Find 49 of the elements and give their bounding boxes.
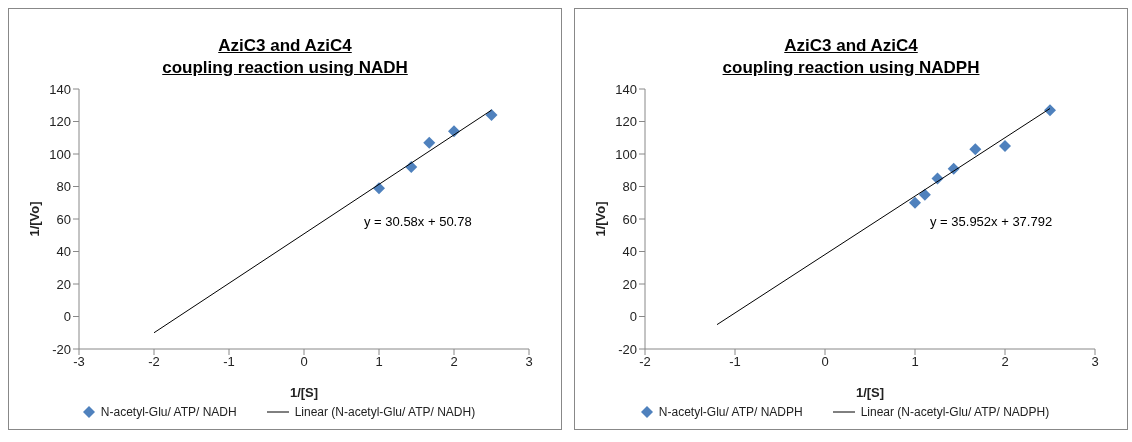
x-tick-label: 0	[821, 354, 829, 370]
y-tick-label: 40	[622, 244, 637, 260]
x-tick-label: 3	[525, 354, 533, 370]
x-axis-title: 1/[S]	[289, 385, 319, 400]
y-tick-label: 120	[615, 114, 637, 130]
y-tick-label: -20	[618, 341, 637, 357]
x-tick-label: -1	[223, 354, 235, 370]
y-tick-label: 20	[622, 276, 637, 292]
annotation: y = 30.58x + 50.78	[364, 214, 472, 229]
y-tick-label: 0	[629, 309, 637, 325]
y-tick-label: 100	[615, 146, 637, 162]
x-tick-label: -2	[148, 354, 160, 370]
y-axis-title: 1/[Vo]	[26, 201, 42, 237]
y-tick-label: 60	[622, 211, 637, 227]
y-tick-label: 60	[56, 211, 71, 227]
chart-title: AziC3 and AziC4 coupling reaction using NADPH	[721, 35, 981, 79]
point	[909, 196, 921, 209]
legend-label: N-acetyl-Glu/ ATP/ NADPH	[658, 405, 803, 419]
x-tick-label: 1	[375, 354, 383, 370]
y-tick-label: 140	[49, 81, 71, 97]
x-tick-label: -2	[639, 354, 651, 370]
x-axis-title: 1/[S]	[855, 385, 885, 400]
y-tick-label: 120	[49, 114, 71, 130]
point	[423, 136, 436, 149]
x-tick-label: 0	[300, 354, 308, 370]
y-axis-title: 1/[Vo]	[592, 201, 608, 237]
y-tick-label: 40	[56, 244, 71, 260]
x-tick-label: 3	[1091, 354, 1099, 370]
y-tick-label: 20	[56, 276, 71, 292]
legend-label: Linear (N-acetyl-Glu/ ATP/ NADPH)	[860, 405, 1050, 419]
y-tick-label: 100	[49, 146, 71, 162]
point	[999, 139, 1011, 152]
legend-label: Linear (N-acetyl-Glu/ ATP/ NADH)	[294, 405, 476, 419]
x-tick-label: -1	[729, 354, 741, 370]
legend-label: N-acetyl-Glu/ ATP/ NADH	[100, 405, 237, 419]
point	[918, 188, 931, 201]
y-tick-label: 0	[63, 309, 71, 325]
x-tick-label: 2	[450, 354, 458, 370]
point	[485, 109, 498, 121]
annotation: y = 35.952x + 37.792	[930, 214, 1053, 229]
chart-title: AziC3 and AziC4 coupling reaction using NADH	[161, 35, 409, 79]
point	[969, 143, 982, 156]
y-tick-label: 140	[615, 81, 637, 97]
x-tick-label: 1	[911, 354, 919, 370]
y-tick-label: 80	[56, 179, 71, 195]
x-tick-label: -3	[73, 354, 85, 370]
x-tick-label: 2	[1001, 354, 1009, 370]
y-tick-label: 80	[622, 179, 637, 195]
y-tick-label: -20	[52, 341, 71, 357]
